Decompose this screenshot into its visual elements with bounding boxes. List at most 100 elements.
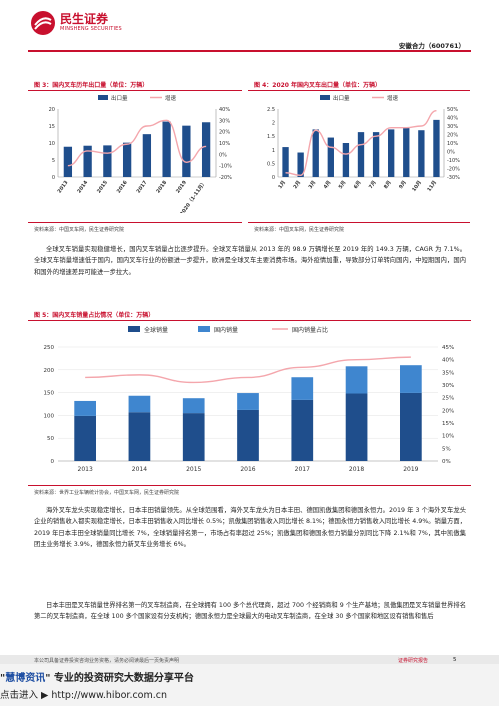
y-tick-label: 1.5: [267, 134, 275, 140]
y2-tick-label: -20%: [219, 175, 232, 181]
report-type-label: 证券研究报告: [398, 658, 429, 664]
x-tick-label: 2017: [295, 466, 310, 473]
x-tick-label: 11月: [425, 179, 438, 193]
y2-tick-label: -30%: [447, 175, 460, 181]
legend-label-bars: 出口量: [111, 94, 128, 102]
legend-swatch-bars: [320, 95, 330, 100]
y2-tick-label: 10%: [447, 141, 458, 147]
y2-tick-label: 30%: [447, 124, 458, 130]
bar: [282, 147, 289, 177]
y2-tick-label: 45%: [442, 345, 454, 351]
bar-global: [128, 412, 151, 461]
y-tick-label: 5: [52, 158, 55, 164]
bar: [342, 143, 350, 177]
share-line: [85, 356, 411, 384]
y-tick-label: 0: [52, 175, 55, 181]
x-tick-label: 2019: [403, 466, 418, 473]
x-tick-label: 9月: [397, 179, 408, 190]
bar-global: [74, 415, 96, 461]
bar-global: [237, 409, 259, 461]
bar: [201, 122, 211, 177]
y2-tick-label: 30%: [219, 118, 230, 124]
y-tick-label: 2.5: [267, 107, 275, 113]
y2-tick-label: 5%: [442, 446, 451, 452]
fig5-source: 资料来源：世界工业车辆统计协会，中国叉车网，民生证券研究院: [34, 490, 180, 496]
y-tick-label: 0: [272, 175, 275, 181]
x-tick-label: 2013: [78, 466, 93, 473]
hibor-url[interactable]: 点击进入 ▶ http://www.hibor.com.cn: [0, 690, 168, 701]
y-tick-label: 50: [47, 436, 54, 442]
legend-label-line: 增速: [165, 94, 177, 102]
fig4-source-rule: [248, 222, 470, 223]
y2-tick-label: 15%: [442, 421, 454, 427]
y-tick-label: 100: [44, 413, 55, 419]
bar-domestic: [291, 377, 314, 400]
y2-tick-label: 20%: [442, 408, 454, 414]
y2-tick-label: 30%: [442, 383, 454, 389]
legend-label-bars: 出口量: [333, 94, 350, 102]
x-tick-label: 2月: [292, 179, 303, 190]
y2-tick-label: 40%: [442, 358, 454, 364]
bar-domestic: [128, 395, 151, 413]
y-tick-label: 0: [51, 459, 55, 465]
page-header: 民生证券 MINSHENG SECURITIES 安徽合力（600761）: [0, 0, 499, 50]
hibor-quote-open: ": [0, 673, 6, 684]
bar: [63, 146, 73, 177]
y-tick-label: 1: [272, 148, 275, 154]
x-tick-label: 2015: [186, 466, 201, 473]
y-tick-label: 10: [49, 141, 55, 147]
hibor-tagline: " 专业的投资研究大数据分享平台: [45, 673, 194, 684]
y2-tick-label: 0%: [447, 150, 455, 156]
bar-domestic: [400, 365, 422, 393]
y-tick-label: 250: [44, 345, 55, 351]
bar: [418, 130, 425, 177]
x-tick-label: 2017: [136, 179, 149, 194]
y-tick-label: 0.5: [267, 161, 275, 167]
paragraph-1: 全球叉车销量实现稳健增长，国内叉车销量占比逐步提升。全球叉车销量从 2013 年…: [34, 246, 466, 276]
legend-label-global: 全球销量: [144, 326, 168, 334]
y2-tick-label: 0%: [219, 152, 227, 158]
fig5-title-rule: [28, 320, 471, 321]
fig5-source-rule: [28, 485, 471, 486]
hibor-link[interactable]: 点击进入 ▶ http://www.hibor.com.cn: [0, 687, 167, 701]
legend-label-domestic: 国内销量: [214, 326, 238, 334]
fig4-source: 资料来源：中国叉车网，民生证券研究院: [254, 227, 345, 233]
y-tick-label: 20: [49, 107, 55, 113]
y2-tick-label: -20%: [447, 167, 460, 173]
bar: [403, 127, 410, 177]
bar: [103, 145, 112, 177]
y2-tick-label: 25%: [442, 396, 454, 402]
bar-global: [182, 413, 205, 461]
minsheng-logo-icon: [31, 11, 55, 35]
x-tick-label: 2018: [155, 179, 168, 194]
hibor-banner: "慧博资讯" 专业的投资研究大数据分享平台: [0, 669, 194, 684]
x-tick-label: 2018: [349, 466, 364, 473]
company-ticker: 安徽合力（600761）: [398, 42, 465, 50]
x-tick-label: 2016: [116, 179, 129, 194]
page-number: 5: [453, 657, 457, 663]
bar: [122, 142, 132, 177]
y2-tick-label: 40%: [447, 116, 458, 122]
paragraph-3: 日本丰田是叉车销量世界排名第一的叉车制造商，在全球拥有 100 多个总代理商，超…: [34, 602, 466, 621]
bar: [312, 129, 319, 177]
bar-domestic: [74, 400, 96, 416]
bar: [327, 137, 334, 177]
x-tick-label: 2014: [132, 466, 147, 473]
y2-tick-label: 20%: [447, 133, 458, 139]
fig5-chart: 全球销量 国内销量 国内销量占比 0 50 100 150 200 250 0% 5% 10% 15% 2…: [44, 326, 454, 473]
x-tick-label: 10月: [410, 179, 423, 193]
y2-tick-label: 10%: [219, 141, 230, 147]
legend-label-line: 增速: [387, 94, 399, 102]
legend-label-share: 国内销量占比: [292, 326, 328, 334]
bar: [297, 152, 304, 177]
bar: [142, 134, 152, 177]
x-tick-label: 2014: [76, 179, 89, 194]
y2-tick-label: -10%: [219, 164, 232, 170]
y-tick-label: 150: [44, 391, 55, 397]
x-tick-label: 6月: [352, 179, 363, 190]
logo-en-text: MINSHENG SECURITIES: [60, 26, 122, 32]
bar: [357, 132, 365, 177]
footer-disclaimer: 本公司具备证券投资咨询业务资格，请务必阅读最后一页免责声明: [34, 658, 180, 664]
bar-domestic: [182, 398, 205, 414]
fig4-title: 图 4：2020 年国内叉车出口量（单位：万辆）: [254, 82, 382, 89]
